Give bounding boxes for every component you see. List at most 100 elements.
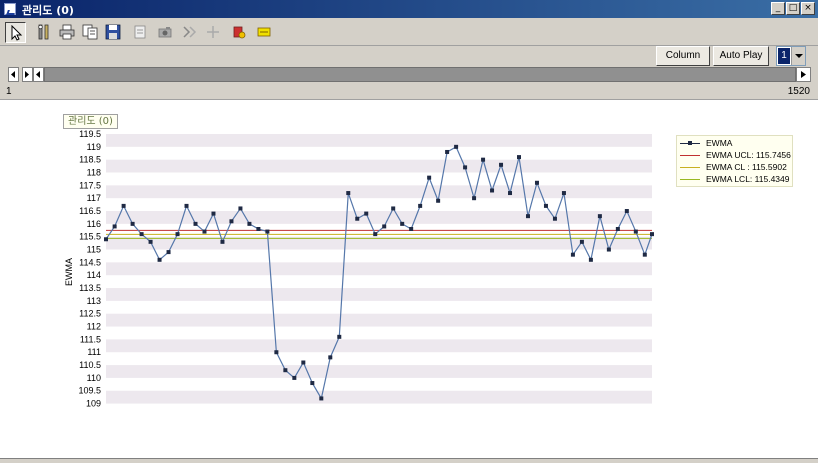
y-tick-label: 109 <box>86 399 101 409</box>
grid-band <box>106 288 652 301</box>
data-point <box>292 375 297 380</box>
data-point <box>319 396 324 401</box>
data-point <box>382 224 387 229</box>
data-point <box>597 214 602 219</box>
legend-marker <box>688 141 692 145</box>
print-icon[interactable] <box>57 22 78 43</box>
minimize-button[interactable]: _ <box>771 2 785 15</box>
triangle-left-icon <box>36 71 40 78</box>
legend-swatch <box>680 155 700 156</box>
highlight-icon[interactable] <box>254 22 275 43</box>
filter-icon[interactable] <box>179 22 200 43</box>
data-point <box>552 216 557 221</box>
data-point <box>301 360 306 365</box>
legend-entry: EWMA CL : 115.5902 <box>680 162 792 173</box>
data-point <box>427 175 432 180</box>
grid-band <box>106 134 652 147</box>
data-point <box>454 144 459 149</box>
nav-back-button[interactable] <box>33 67 44 82</box>
nav-next-button[interactable] <box>796 67 811 82</box>
data-point <box>238 206 243 211</box>
legend-label: EWMA <box>706 138 733 148</box>
y-tick-label: 117.5 <box>79 180 101 190</box>
legend-swatch <box>680 179 700 180</box>
nav-prev-button[interactable] <box>8 67 19 82</box>
ewma-chart: 109 109.5 110 110.5 111 111.5 112 112.5 113 113.5… <box>64 129 654 409</box>
data-point <box>364 211 369 216</box>
add-icon[interactable] <box>203 22 224 43</box>
y-tick-label: 111 <box>87 347 101 357</box>
data-point <box>256 226 261 231</box>
data-point <box>310 381 315 386</box>
close-button[interactable]: × <box>801 2 815 15</box>
pointer-icon[interactable] <box>5 22 26 43</box>
y-tick-label: 111.5 <box>80 334 101 344</box>
y-tick-label: 109.5 <box>78 386 101 396</box>
data-point <box>337 334 342 339</box>
app-icon <box>4 3 16 15</box>
tools-icon[interactable] <box>34 22 55 43</box>
grid-band <box>106 313 652 327</box>
y-tick-label: 118 <box>87 168 101 178</box>
control-row: Column Auto Play 1 <box>0 46 818 68</box>
y-axis-label: EWMA <box>64 258 74 286</box>
grid-band <box>106 159 652 173</box>
data-point <box>274 350 279 355</box>
y-tick-label: 115 <box>87 245 101 255</box>
data-point <box>148 239 153 244</box>
data-point <box>346 191 351 196</box>
data-point <box>642 252 647 257</box>
chevron-down-icon[interactable] <box>791 47 805 65</box>
legend-label: EWMA CL : 115.5902 <box>706 162 787 172</box>
column-button[interactable]: Column <box>656 46 710 66</box>
data-point <box>472 196 477 201</box>
save-icon[interactable] <box>103 22 124 43</box>
data-point <box>633 229 638 234</box>
maximize-button[interactable]: □ <box>786 2 800 15</box>
triangle-right-icon <box>25 71 29 78</box>
copy-icon[interactable] <box>80 22 101 43</box>
data-point <box>104 237 108 242</box>
camera-icon[interactable] <box>155 22 176 43</box>
grid-band <box>106 211 652 224</box>
y-tick-label: 116 <box>87 219 101 229</box>
grid-band <box>106 339 652 353</box>
range-min-label: 1 <box>6 86 12 97</box>
y-tick-label: 110 <box>87 373 101 383</box>
data-point <box>139 232 144 237</box>
grid-band <box>106 390 652 404</box>
data-point <box>463 165 468 170</box>
legend-entry: EWMA UCL: 115.7456 <box>680 150 792 161</box>
y-tick-label: 116.5 <box>79 206 101 216</box>
data-point <box>490 188 495 193</box>
data-point <box>157 257 162 262</box>
grid-band <box>106 365 652 378</box>
nav-play-button[interactable] <box>22 67 33 82</box>
title-bar[interactable]: 관리도 (0) _ □ × <box>0 0 818 18</box>
data-point <box>391 206 396 211</box>
delete-icon[interactable] <box>229 22 250 43</box>
data-point <box>650 232 654 237</box>
data-point <box>121 203 126 208</box>
data-point <box>220 239 225 244</box>
data-point <box>418 203 423 208</box>
data-point <box>193 221 198 226</box>
data-point <box>517 155 522 160</box>
export-icon[interactable] <box>131 22 152 43</box>
data-point <box>184 203 189 208</box>
data-point <box>175 232 180 237</box>
chart-panel: 109 109.5 110 110.5 111 111.5 112 112.5 113 113.5… <box>0 99 818 458</box>
y-tick-label: 113 <box>87 296 101 306</box>
legend-swatch <box>680 167 700 168</box>
range-slider[interactable] <box>44 67 796 82</box>
data-point <box>283 368 288 373</box>
autoplay-button[interactable]: Auto Play <box>713 46 769 66</box>
range-max-label: 1520 <box>787 86 810 97</box>
data-point <box>561 191 566 196</box>
page-select[interactable]: 1 <box>776 46 806 66</box>
data-point <box>508 191 513 196</box>
data-point <box>409 226 414 231</box>
y-tick-label: 114 <box>87 270 101 280</box>
data-point <box>112 224 117 229</box>
